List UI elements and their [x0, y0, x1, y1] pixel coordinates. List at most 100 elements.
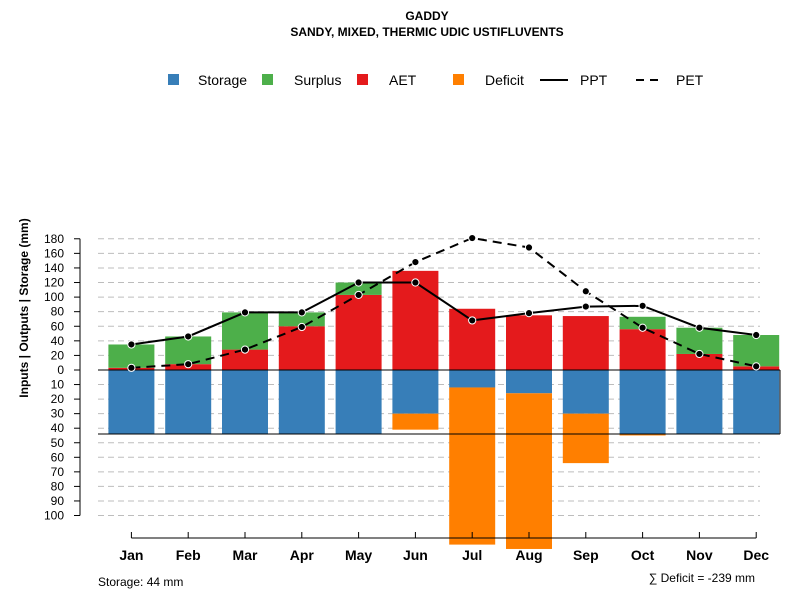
x-tick-label: Sep	[573, 547, 599, 563]
y-tick-label: 80	[51, 305, 65, 319]
ppt-point	[468, 316, 477, 325]
legend-label-surplus: Surplus	[294, 72, 341, 88]
y-tick-label: 40	[51, 334, 65, 348]
pet-point	[695, 349, 704, 359]
storage-bar	[278, 370, 325, 435]
pet-line	[131, 237, 757, 369]
aet-bar	[278, 326, 325, 370]
y-tick-label: 90	[51, 494, 65, 508]
ppt-point	[752, 330, 761, 340]
surplus-bar	[676, 327, 723, 354]
x-tick-label: Feb	[176, 547, 201, 563]
ppt-point	[354, 278, 363, 287]
surplus-bar	[165, 336, 212, 365]
surplus-bar	[619, 316, 666, 330]
deficit-bar	[562, 413, 609, 464]
y-tick-label: 100	[44, 290, 64, 304]
aet-bar	[335, 294, 382, 370]
deficit-bar	[449, 387, 496, 545]
y-tick-label: 40	[51, 421, 65, 435]
y-tick-label: 120	[44, 276, 64, 290]
legend: Storage Surplus AET Deficit PPT PET	[168, 72, 704, 88]
ppt-point	[127, 340, 136, 349]
x-tick-label: Nov	[686, 547, 713, 563]
deficit-bar	[506, 393, 552, 549]
footer-storage: Storage: 44 mm	[98, 575, 183, 589]
legend-swatch-surplus	[262, 74, 273, 85]
pet-point	[184, 360, 193, 369]
y-tick-label: 20	[51, 392, 65, 406]
pet-point	[581, 287, 590, 296]
legend-swatch-aet	[357, 74, 368, 85]
ppt-point	[411, 278, 420, 287]
y-axis-label: Inputs | Outputs | Storage (mm)	[17, 218, 31, 397]
aet-bar	[222, 349, 268, 370]
y-tick-label: 20	[51, 348, 65, 362]
pet-point	[524, 243, 534, 252]
ppt-point	[581, 302, 590, 311]
aet-bar	[562, 316, 609, 370]
pet-point	[468, 233, 477, 243]
x-tick-label: Jun	[403, 547, 428, 563]
storage-bar	[619, 370, 666, 435]
x-tick-label: Jul	[462, 547, 482, 563]
y-tick-label: 50	[51, 436, 65, 450]
x-tick-label: May	[345, 547, 372, 563]
storage-bar	[335, 370, 382, 435]
pet-point	[240, 345, 250, 354]
y-tick-label: 70	[51, 465, 65, 479]
storage-bar	[676, 370, 723, 435]
pet-point	[354, 290, 363, 300]
bars	[108, 270, 780, 549]
x-tick-label: Dec	[743, 547, 769, 563]
aet-bar	[392, 270, 439, 370]
x-tick-label: Oct	[631, 547, 655, 563]
y-tick-label: 80	[51, 479, 65, 493]
storage-bar	[108, 370, 155, 435]
y-tick-label: 60	[51, 450, 65, 464]
surplus-bar	[222, 312, 268, 350]
x-tick-label: Jan	[119, 547, 143, 563]
ppt-point	[184, 332, 193, 341]
ppt-point	[638, 301, 647, 310]
surplus-bar	[733, 335, 780, 367]
y-tick-label: 100	[44, 509, 64, 523]
legend-label-aet: AET	[389, 72, 417, 88]
ppt-point	[297, 308, 306, 317]
storage-bar	[562, 370, 609, 414]
aet-bar	[676, 353, 723, 370]
deficit-bar	[619, 434, 666, 436]
legend-label-deficit: Deficit	[485, 72, 524, 88]
chart-subtitle: SANDY, MIXED, THERMIC UDIC USTIFLUVENTS	[290, 25, 563, 39]
legend-swatch-deficit	[453, 74, 464, 85]
aet-bar	[506, 315, 552, 370]
legend-label-pet: PET	[676, 72, 704, 88]
aet-bar	[619, 329, 666, 370]
storage-bar	[506, 370, 552, 394]
storage-bar	[449, 370, 496, 388]
ppt-line	[131, 281, 757, 346]
axes: 0204060801001201401601801020304050607080…	[44, 232, 769, 563]
storage-bar	[222, 370, 268, 435]
surplus-bar	[108, 344, 155, 368]
ppt-point	[240, 308, 250, 317]
legend-swatch-storage	[168, 74, 179, 85]
deficit-bar	[392, 413, 439, 430]
y-tick-label: 160	[44, 246, 64, 260]
storage-bar	[392, 370, 439, 414]
storage-bar	[165, 370, 212, 435]
x-tick-label: Mar	[233, 547, 258, 563]
legend-label-ppt: PPT	[580, 72, 608, 88]
chart-title: GADDY	[405, 9, 448, 23]
storage-bar	[733, 370, 780, 435]
footer-deficit-sum: ∑ Deficit = -239 mm	[649, 571, 755, 585]
y-tick-label: 0	[57, 363, 64, 377]
y-tick-label: 60	[51, 319, 65, 333]
legend-label-storage: Storage	[198, 72, 247, 88]
y-tick-label: 180	[44, 232, 64, 246]
surplus-bar	[278, 312, 325, 327]
x-tick-label: Apr	[290, 547, 315, 563]
pet-point	[752, 362, 761, 371]
pet-point	[638, 323, 647, 332]
